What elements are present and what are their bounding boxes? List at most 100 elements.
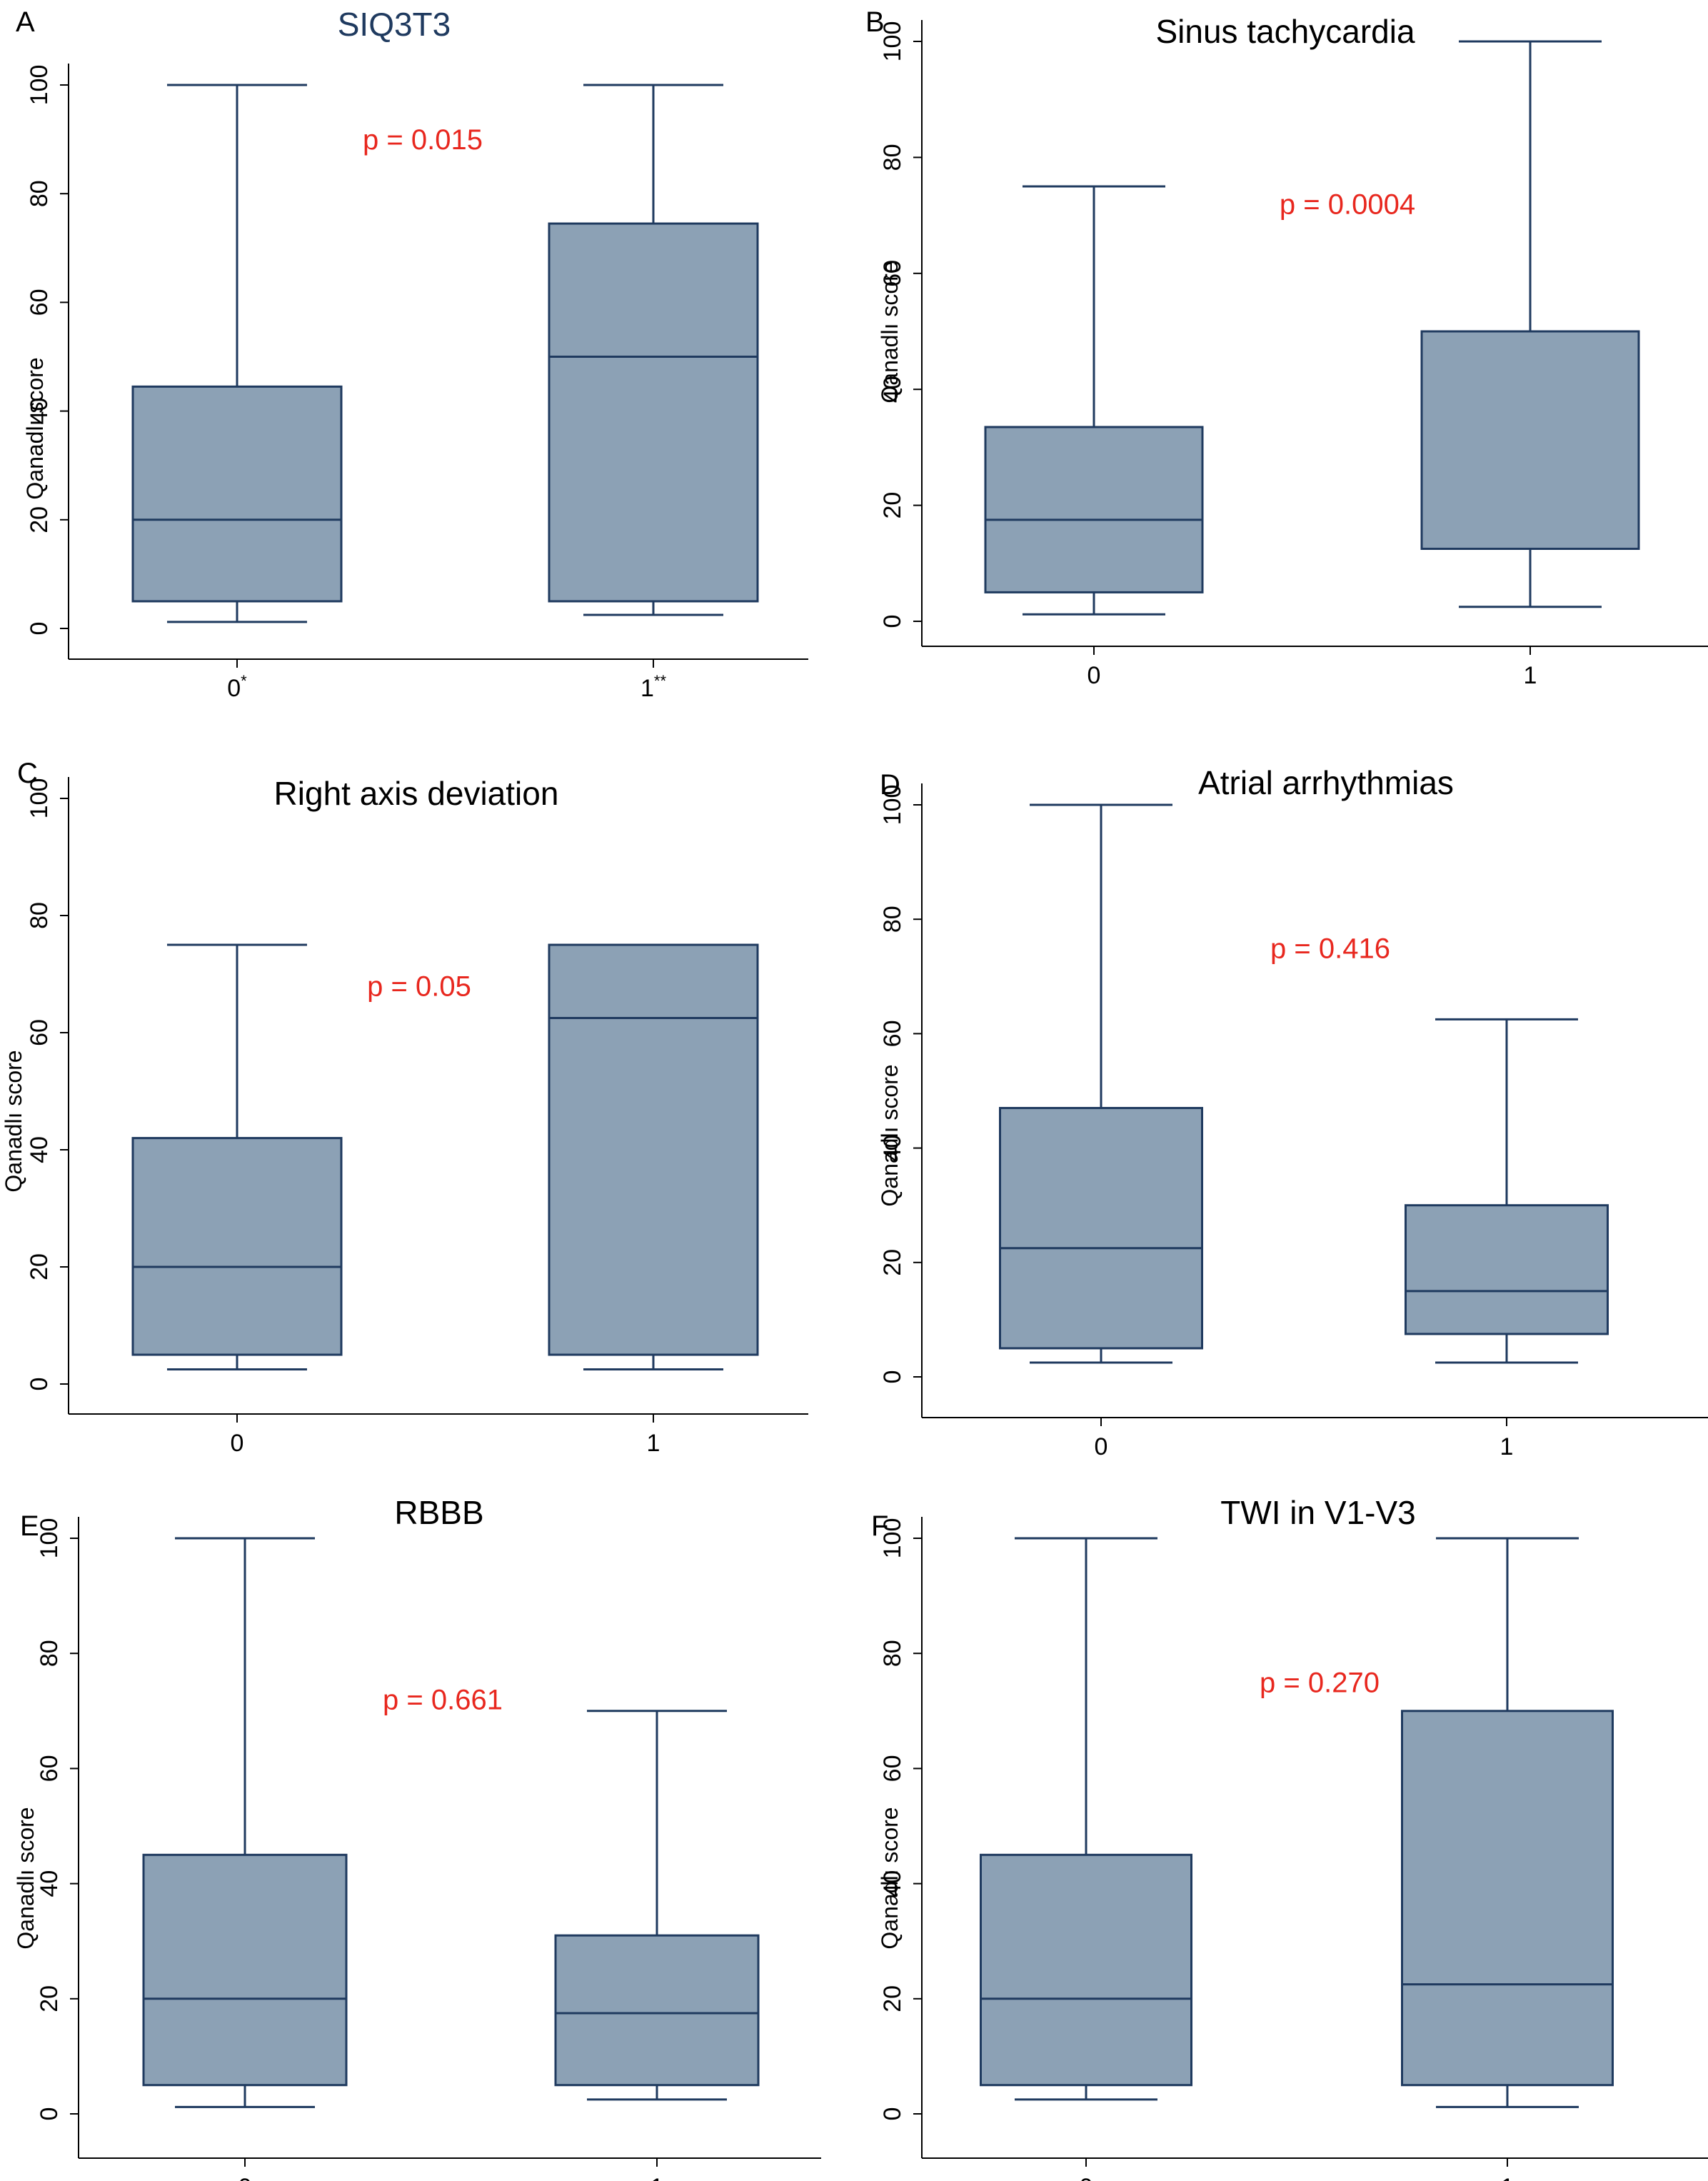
box-plot-group-1 [548, 943, 759, 1370]
iqr-box [980, 1853, 1192, 2087]
panel-letter: E [20, 1510, 39, 1542]
x-tick-label: 0* [227, 672, 247, 702]
p-value-annotation: p = 0.661 [383, 1685, 503, 1716]
y-tick-label: 100 [879, 785, 906, 826]
y-tick-label: 20 [26, 1253, 53, 1280]
y-tick-label: 20 [26, 506, 53, 533]
y-tick-label: 40 [879, 1135, 906, 1162]
p-value-annotation: p = 0.015 [363, 124, 483, 156]
y-tick-label: 100 [879, 1518, 906, 1559]
p-value-annotation: p = 0.270 [1260, 1668, 1380, 1699]
y-tick-label: 80 [879, 906, 906, 933]
x-tick-label: 0 [231, 1430, 244, 1457]
y-tick-label: 100 [26, 65, 53, 106]
p-value-annotation: p = 0.05 [367, 971, 471, 1002]
box-plot-group-1 [1405, 1018, 1609, 1364]
p-value-annotation: p = 0.416 [1270, 933, 1390, 964]
iqr-box [1401, 1710, 1614, 2087]
x-tick-label: 1 [1500, 1433, 1514, 1460]
y-tick-label: 80 [879, 144, 906, 171]
panel-letter: C [17, 758, 38, 789]
y-axis-label: Qanadlı score [877, 1807, 903, 1949]
y-axis-label: Qanadlı score [13, 1807, 39, 1949]
panel-f: F TWI in V1-V3 0 20 40 60 80 100 Qanadlı score 0 1… [871, 1494, 1708, 2181]
y-tick-label: 60 [26, 1019, 53, 1046]
x-tick-label: 1 [1501, 2174, 1514, 2181]
panel-d: D Atrial arrhythmias 0 20 40 60 80 100 Qanadlı s… [877, 764, 1708, 1460]
y-tick-label: 40 [26, 398, 53, 425]
panel-letter: F [871, 1510, 888, 1542]
y-tick-label: 80 [36, 1640, 63, 1667]
iqr-box [554, 1934, 760, 2087]
chart-title: SIQ3T3 [338, 6, 451, 43]
iqr-box [999, 1107, 1203, 1350]
y-tick-label: 0 [879, 615, 906, 628]
y-tick-label: 0 [26, 1378, 53, 1391]
y-tick-label: 60 [879, 1020, 906, 1047]
box-plot-group-1 [548, 84, 759, 616]
panel-letter: A [16, 6, 35, 38]
iqr-box [984, 426, 1204, 593]
y-tick-label: 20 [36, 1985, 63, 2012]
x-tick-label: 1 [647, 1430, 660, 1457]
chart-title: Right axis deviation [274, 775, 559, 812]
y-tick-label: 40 [26, 1136, 53, 1163]
chart-title: Sinus tachycardia [1155, 13, 1415, 50]
x-tick-label: 1** [640, 672, 666, 702]
chart-title: TWI in V1-V3 [1220, 1494, 1416, 1531]
y-tick-label: 80 [26, 180, 53, 207]
y-tick-label: 100 [26, 778, 53, 819]
panel-a: A SIQ3T3 0 20 40 60 80 100 Qanadlı score 0* 1** p =… [16, 6, 808, 702]
y-tick-label: 60 [36, 1755, 63, 1782]
y-tick-label: 100 [36, 1518, 63, 1559]
x-tick-label: 0 [238, 2174, 252, 2181]
x-tick-label: 0 [1087, 662, 1101, 689]
x-tick-label-superscript: ** [654, 672, 667, 690]
y-axis-label: Qanadlı score [877, 1064, 903, 1206]
x-tick-label: 0 [1095, 1433, 1108, 1460]
iqr-box [131, 385, 343, 603]
p-value-annotation: p = 0.0004 [1280, 189, 1415, 220]
iqr-box [1405, 1204, 1609, 1335]
y-axis-label: Qanadlı score [877, 261, 903, 403]
panel-b: B Sinus tachycardia 0 20 40 60 80 100 Qanadlı sc… [865, 6, 1708, 689]
y-tick-label: 80 [26, 902, 53, 929]
box-plot-group-0 [131, 84, 343, 623]
panel-letter: B [865, 6, 885, 38]
y-tick-label: 80 [879, 1640, 906, 1667]
x-tick-label-superscript: * [241, 672, 247, 690]
y-tick-label: 100 [879, 21, 906, 62]
box-plot-group-0 [142, 1537, 348, 2108]
y-tick-label: 60 [879, 260, 906, 287]
y-tick-label: 0 [879, 2107, 906, 2121]
y-axis-label: Qanadlı score [1, 1050, 26, 1192]
y-tick-label: 60 [879, 1755, 906, 1782]
y-tick-label: 0 [26, 622, 53, 636]
y-tick-label: 40 [879, 1870, 906, 1897]
iqr-box [131, 1137, 343, 1356]
iqr-box [548, 222, 759, 603]
iqr-box [548, 943, 759, 1356]
box-plot-group-0 [131, 943, 343, 1370]
y-tick-label: 40 [879, 376, 906, 403]
box-plot-group-0 [980, 1537, 1192, 2101]
chart-title: Atrial arrhythmias [1198, 764, 1454, 801]
box-plot-group-1 [554, 1710, 760, 2101]
y-tick-label: 20 [879, 1249, 906, 1276]
box-plot-group-1 [1401, 1537, 1614, 2108]
panel-e: E RBBB 0 20 40 60 80 100 Qanadlı score 0 1 p = 0.66… [13, 1494, 821, 2181]
iqr-box [142, 1853, 348, 2087]
x-tick-label: 1 [1524, 662, 1537, 689]
panel-c: C Right axis deviation 0 20 40 60 80 100 Qanadlı… [1, 758, 808, 1457]
x-tick-label: 0 [1080, 2174, 1093, 2181]
y-tick-label: 0 [879, 1370, 906, 1384]
x-tick-label: 1 [650, 2174, 664, 2181]
box-plot-group-0 [999, 803, 1203, 1364]
iqr-box [1420, 330, 1640, 550]
box-plot-group-1 [1420, 40, 1640, 608]
box-plot-group-0 [984, 185, 1204, 616]
y-tick-label: 40 [36, 1870, 63, 1897]
chart-title: RBBB [394, 1494, 483, 1531]
y-tick-label: 0 [36, 2107, 63, 2121]
